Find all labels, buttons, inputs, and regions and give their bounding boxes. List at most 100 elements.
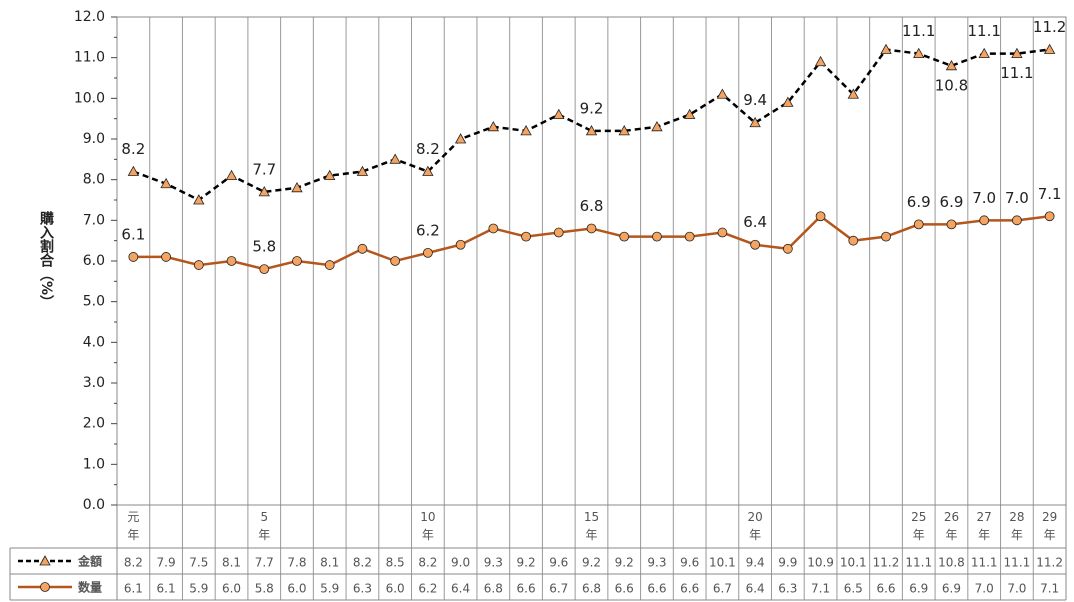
data-label: 11.1: [1000, 64, 1033, 82]
table-cell: 6.9: [942, 582, 961, 596]
point: [881, 231, 891, 242]
table-cell: 7.0: [1007, 582, 1026, 596]
table-cell: 6.1: [157, 582, 176, 596]
data-label: 11.1: [967, 22, 1000, 40]
y-tick-label: 0.0: [83, 497, 105, 513]
table-cell: 9.6: [549, 556, 568, 570]
point: [1012, 215, 1022, 226]
data-label: 6.9: [940, 193, 964, 211]
y-axis-label: 購入割合（%）: [38, 210, 55, 309]
table-cell: 9.9: [778, 556, 797, 570]
x-tick-label: 29 年: [1042, 510, 1057, 542]
point: [651, 120, 663, 132]
point: [160, 177, 172, 189]
x-tick-label-part: 年: [749, 528, 761, 542]
point: [259, 264, 270, 275]
point: [749, 116, 761, 128]
table-cell: 7.0: [975, 582, 994, 596]
point: [913, 47, 925, 58]
table-cell: 6.6: [517, 582, 536, 596]
table-cell: 9.2: [615, 556, 634, 570]
x-tick-label-part: 29: [1042, 510, 1057, 524]
point: [226, 256, 237, 266]
x-tick-label-part: 年: [913, 528, 925, 542]
series-line: [132, 48, 1050, 202]
x-tick-label: 27 年: [977, 510, 992, 542]
y-tick-label: 12.0: [74, 9, 105, 25]
data-label: 6.8: [580, 197, 604, 215]
table-cell: 8.1: [222, 556, 241, 570]
table-cell: 7.1: [811, 582, 830, 596]
table-cell: 6.8: [582, 582, 601, 596]
point: [716, 88, 729, 99]
point: [127, 165, 140, 176]
table-cell: 9.3: [647, 556, 666, 570]
table-cell: 6.3: [778, 582, 797, 596]
point: [454, 133, 467, 144]
point: [652, 231, 662, 242]
x-tick-label-part: 25: [911, 510, 926, 524]
point: [618, 125, 630, 136]
table-cell: 8.5: [386, 556, 405, 570]
x-tick-label: 28 年: [1009, 510, 1024, 542]
point: [1044, 211, 1055, 222]
table-cell: 9.4: [746, 556, 765, 570]
point: [586, 223, 597, 234]
table-cell: 6.4: [451, 582, 470, 596]
point: [521, 231, 531, 242]
data-label: 9.4: [743, 91, 767, 109]
point: [193, 194, 205, 205]
table-cell: 5.9: [189, 582, 208, 596]
point: [750, 239, 761, 250]
table-cell: 7.7: [255, 556, 274, 570]
point: [782, 96, 794, 107]
table-cell: 9.0: [451, 556, 470, 570]
data-label: 8.2: [416, 140, 440, 158]
table-cell: 7.8: [287, 556, 306, 570]
point: [324, 169, 336, 180]
point: [455, 239, 466, 250]
table-cell: 9.2: [582, 556, 601, 570]
table-cell: 6.7: [713, 582, 732, 596]
x-tick-label: 15 年: [584, 510, 599, 542]
point: [356, 165, 369, 176]
point: [193, 260, 204, 270]
point: [880, 43, 892, 54]
point: [848, 235, 859, 246]
data-label: 11.1: [902, 22, 935, 40]
table-cell: 6.6: [876, 582, 895, 596]
x-tick-label-part: 元: [127, 510, 139, 524]
x-tick-label-part: 年: [585, 528, 597, 542]
point: [683, 108, 696, 119]
point: [1011, 47, 1023, 58]
point: [422, 165, 434, 176]
table-cell: 6.4: [746, 582, 765, 596]
x-tick-label-part: 年: [1011, 528, 1023, 542]
point: [619, 231, 630, 242]
legend-label: 数量: [78, 580, 102, 595]
plot-frame: [116, 16, 1067, 506]
table-cell: 8.1: [320, 556, 339, 570]
table-cell: 11.2: [873, 556, 900, 570]
point: [814, 55, 827, 67]
x-tick-label-part: 10: [420, 510, 435, 524]
table-cell: 8.2: [418, 556, 437, 570]
table-cell: 6.2: [418, 582, 437, 596]
point: [979, 215, 990, 226]
table-cell: 11.1: [971, 556, 998, 570]
data-label: 6.9: [907, 193, 931, 211]
x-tick-label-part: 年: [127, 528, 139, 542]
point: [161, 252, 171, 262]
point: [389, 153, 401, 164]
x-tick-label-part: 27: [977, 510, 992, 524]
x-tick-label-part: 26: [944, 510, 959, 524]
table-cell: 7.5: [189, 556, 208, 570]
x-tick-label-part: 15: [584, 510, 599, 524]
table-cell: 10.1: [840, 556, 867, 570]
table-cell: 7.1: [1040, 582, 1059, 596]
point: [978, 47, 990, 58]
point: [717, 227, 728, 238]
table-cell: 10.1: [709, 556, 736, 570]
